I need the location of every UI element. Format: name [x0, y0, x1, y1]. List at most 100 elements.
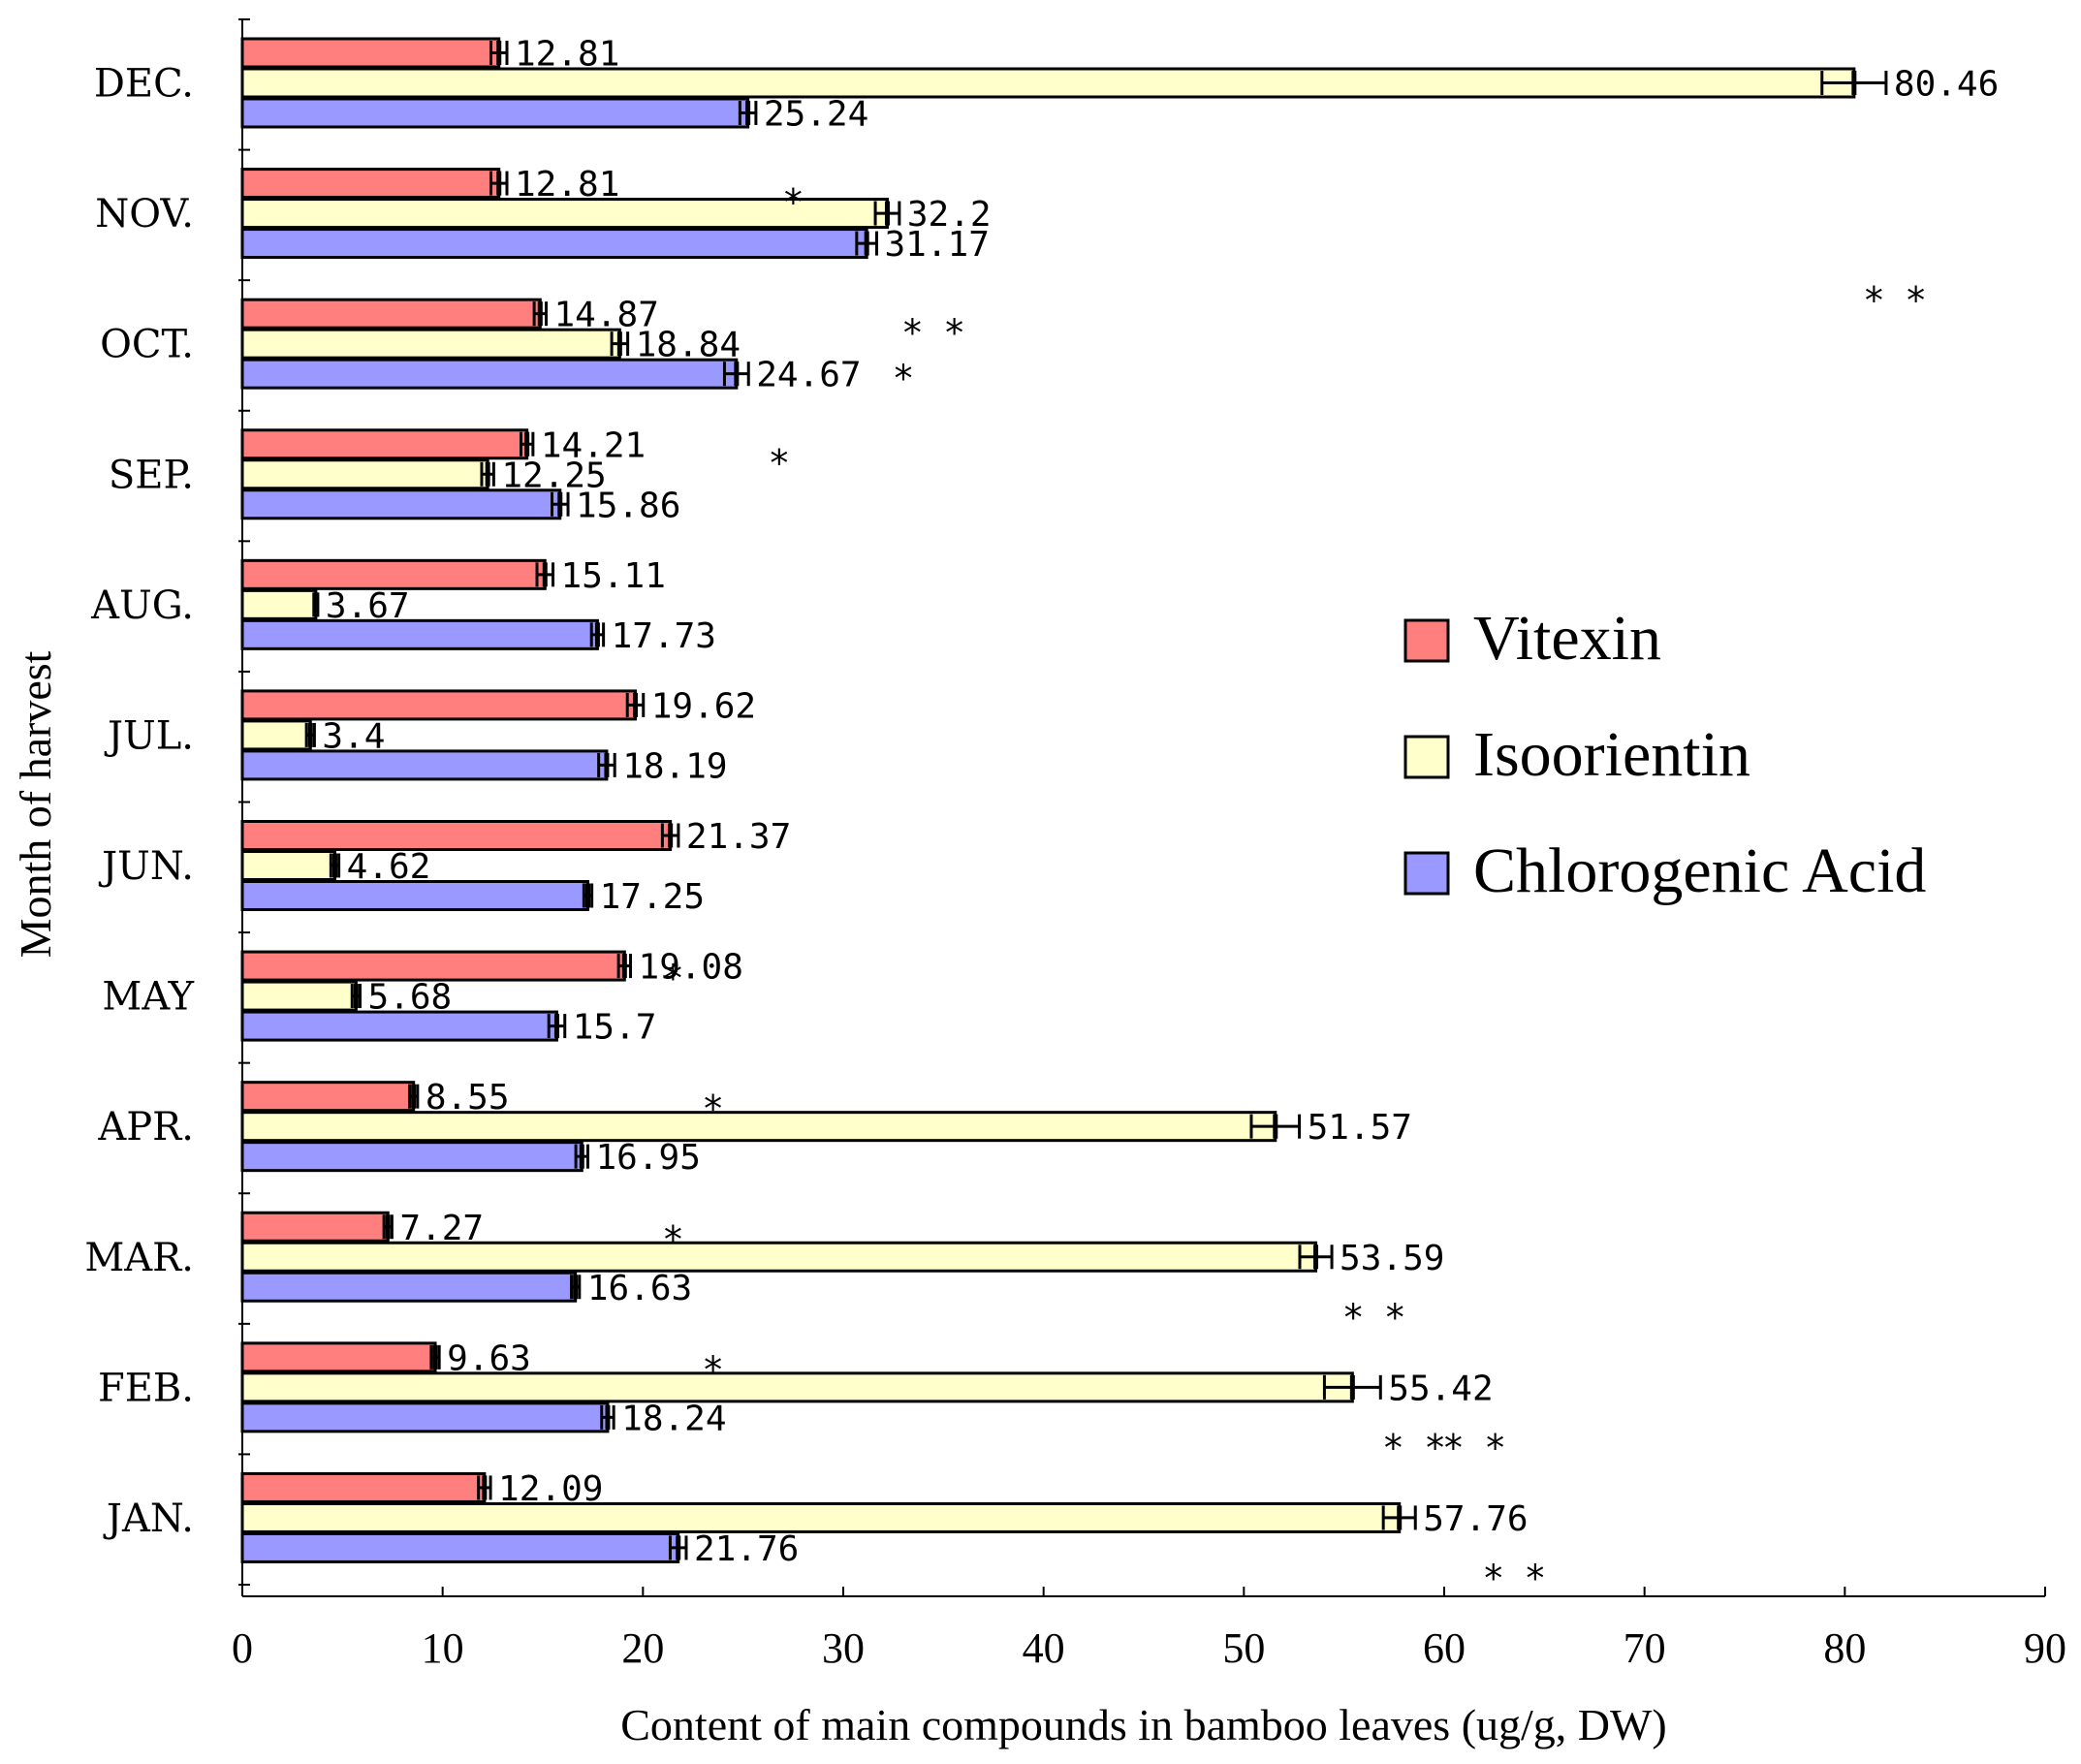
significance-mark: * — [704, 1348, 722, 1391]
bar-chlorogenic-acid-apr — [240, 1141, 583, 1173]
y-axis-title: Month of harvest — [11, 650, 60, 958]
y-tick-label: JUL. — [104, 713, 194, 758]
data-label: 4.62 — [347, 847, 431, 887]
bar-isoorientin-aug — [240, 588, 318, 620]
error-bar — [610, 331, 630, 357]
bar-isoorientin-apr — [240, 1111, 1277, 1143]
data-label: 32.2 — [907, 195, 992, 235]
data-label: 3.4 — [322, 716, 385, 756]
data-label: 21.37 — [686, 817, 791, 857]
error-bar — [589, 622, 606, 647]
significance-mark: * — [664, 1218, 682, 1261]
error-bar — [1249, 1114, 1302, 1139]
y-tick-label: APR. — [97, 1105, 194, 1150]
significance-mark: * — [770, 442, 788, 485]
significance-mark: * — [895, 358, 913, 400]
bar-vitexin-feb — [240, 1341, 437, 1373]
data-label: 15.11 — [561, 556, 666, 596]
value-labels-layer: 12.09 57.76 21.76 9.63 55.42 18.24 7.27 53.59 16… — [322, 35, 1999, 1569]
y-tick-label: NOV. — [95, 192, 194, 236]
error-bar — [1298, 1244, 1334, 1270]
bar-isoorientin-jun — [240, 850, 336, 881]
error-bar — [519, 431, 535, 457]
data-label: 14.21 — [541, 425, 646, 465]
significance-marks-layer: * ** ** ** ******* **** * — [664, 181, 1925, 1600]
error-bar — [600, 1404, 615, 1430]
data-label: 31.17 — [885, 225, 990, 265]
error-bar — [722, 362, 750, 387]
bar-vitexin-dec — [240, 37, 501, 69]
month-labels-layer: JAN. FEB. MAR. APR. MAY JUN. JUL. AUG. SEP. OCT. N… — [84, 62, 194, 1541]
y-tick-label: SEP. — [109, 453, 194, 497]
data-label: 55.42 — [1388, 1369, 1493, 1408]
error-bar — [535, 562, 555, 587]
significance-mark: * * — [903, 311, 963, 354]
error-bar — [668, 1535, 688, 1560]
bar-vitexin-apr — [240, 1081, 416, 1113]
data-label: 15.86 — [576, 486, 680, 525]
y-tick-label: DEC. — [94, 62, 194, 107]
data-label: 3.67 — [326, 586, 410, 626]
error-bar — [660, 823, 680, 848]
legend-label-vitexin: Vitexin — [1473, 603, 1661, 674]
significance-mark: * * — [1444, 1427, 1504, 1469]
y-tick-label: MAY — [102, 975, 194, 1020]
bar-chlorogenic-acid-may — [240, 1010, 558, 1042]
legend-swatch-chlorogenic-acid — [1403, 851, 1450, 896]
error-bar — [1820, 71, 1888, 95]
bar-chlorogenic-acid-nov — [240, 228, 868, 260]
bar-chlorogenic-acid-jul — [240, 749, 609, 781]
y-tick-label: JAN. — [103, 1496, 194, 1541]
x-tick-label: 80 — [1823, 1624, 1866, 1672]
error-bar — [597, 752, 616, 777]
x-tick-label: 20 — [621, 1624, 664, 1672]
bar-vitexin-nov — [240, 168, 501, 200]
error-bar — [738, 101, 758, 125]
data-label: 25.24 — [764, 95, 868, 135]
significance-mark: * * — [1344, 1297, 1404, 1339]
error-bar — [574, 1144, 589, 1169]
error-bar — [312, 592, 320, 617]
bar-vitexin-jan — [240, 1471, 487, 1503]
error-bar — [477, 1475, 492, 1500]
bar-isoorientin-nov — [240, 198, 889, 230]
bar-isoorientin-feb — [240, 1371, 1354, 1403]
y-tick-label: OCT. — [100, 323, 194, 367]
error-bar — [350, 984, 363, 1009]
error-bar — [489, 41, 509, 65]
y-tick-label: MAR. — [84, 1236, 194, 1280]
error-bar — [547, 1014, 567, 1039]
data-label: 17.25 — [600, 877, 705, 917]
bar-isoorientin-sep — [240, 458, 489, 490]
significance-mark: * — [664, 958, 682, 1000]
data-label: 18.84 — [636, 326, 741, 365]
error-bar — [382, 1214, 394, 1240]
axes-layer: 0 10 20 30 40 50 60 70 80 90 — [232, 18, 2066, 1672]
data-label: 53.59 — [1340, 1239, 1444, 1278]
y-tick-label: FEB. — [98, 1366, 194, 1410]
data-label: 12.25 — [501, 456, 606, 495]
data-label: 80.46 — [1894, 65, 1999, 105]
bar-vitexin-sep — [240, 428, 529, 460]
y-tick-label: JUN. — [98, 844, 194, 889]
data-label: 18.19 — [622, 746, 727, 786]
error-bar — [616, 954, 633, 979]
data-label: 14.87 — [554, 296, 659, 335]
data-label: 51.57 — [1308, 1108, 1412, 1148]
bars-layer — [240, 37, 1856, 1563]
bar-isoorientin-dec — [240, 67, 1856, 99]
bar-vitexin-may — [240, 950, 626, 982]
bar-chlorogenic-acid-mar — [240, 1271, 578, 1303]
legend-label-isoorientin: Isoorientin — [1473, 719, 1750, 790]
significance-mark: * — [784, 181, 803, 224]
data-label: 19.08 — [639, 948, 743, 988]
data-label: 12.81 — [515, 35, 619, 75]
data-label: 21.76 — [694, 1529, 799, 1569]
legend-swatch-isoorientin — [1403, 735, 1450, 779]
bar-vitexin-jun — [240, 820, 673, 851]
error-bar — [408, 1084, 420, 1109]
x-tick-label: 40 — [1023, 1624, 1065, 1672]
error-bar — [582, 883, 594, 908]
error-bar — [532, 301, 549, 327]
